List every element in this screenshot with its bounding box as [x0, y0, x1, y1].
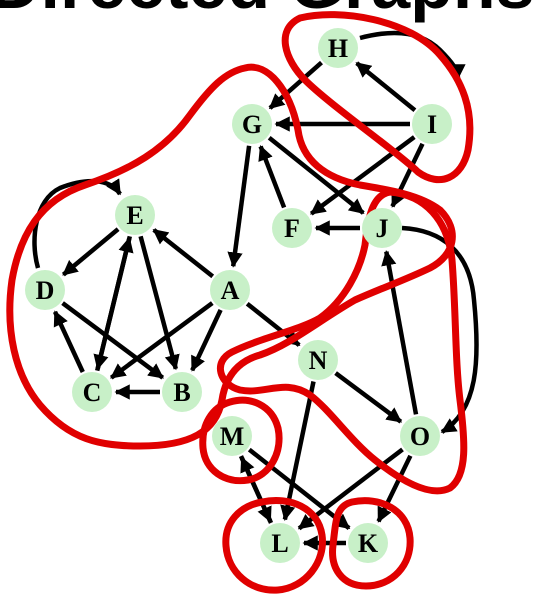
edge-d-to-e: [32, 178, 122, 269]
node-b: B: [162, 372, 202, 412]
node-label-k: K: [358, 529, 379, 558]
title: Directed Graphs: [0, 0, 535, 23]
edge-a-to-c: [109, 301, 214, 380]
node-circle-e: [115, 195, 155, 235]
node-label-n: N: [309, 346, 328, 375]
node-j: J: [362, 208, 402, 248]
edge-j-to-o: [401, 225, 479, 434]
node-circle-j: [362, 208, 402, 248]
component-outline-j-n-o: [217, 188, 468, 495]
node-circle-b: [162, 372, 202, 412]
node-circle-d: [25, 270, 65, 310]
edge-o-to-k: [376, 454, 413, 523]
node-circle-n: [298, 340, 338, 380]
node-h: H: [318, 28, 358, 68]
edge-c-to-e: [95, 236, 134, 372]
edge-layer: [32, 30, 479, 551]
edge-l-to-m: [239, 456, 274, 524]
node-label-h: H: [328, 34, 348, 63]
edge-c-to-d: [52, 310, 85, 373]
edge-g-to-j: [267, 135, 365, 215]
node-circle-f: [272, 208, 312, 248]
node-circle-k: [348, 523, 388, 563]
edge-a-to-e: [152, 228, 215, 279]
edge-m-to-k: [247, 447, 351, 530]
node-label-c: C: [83, 378, 102, 407]
node-m: M: [212, 416, 252, 456]
node-label-e: E: [126, 201, 143, 230]
node-n: N: [298, 340, 338, 380]
node-i: I: [412, 104, 452, 144]
node-label-a: A: [221, 276, 240, 305]
edge-n-to-o: [334, 371, 403, 424]
node-label-b: B: [173, 378, 190, 407]
node-label-i: I: [427, 110, 437, 139]
node-label-l: L: [271, 529, 288, 558]
node-circle-h: [318, 28, 358, 68]
node-o: O: [400, 416, 440, 456]
component-outline-h-i: [281, 11, 474, 184]
component-outline-l: [222, 497, 326, 594]
edge-o-to-j: [381, 250, 419, 415]
edge-h-to-g: [268, 60, 323, 110]
node-label-d: D: [36, 276, 55, 305]
node-circle-l: [260, 523, 300, 563]
node-circle-a: [210, 270, 250, 310]
node-k: K: [348, 523, 388, 563]
component-outline-a-b-c-d-e-f-g: [6, 63, 456, 450]
node-circle-o: [400, 416, 440, 456]
edge-e-to-b: [138, 235, 180, 371]
edge-e-to-d: [61, 227, 120, 277]
edge-i-to-f: [309, 135, 416, 216]
edge-f-to-g: [258, 144, 287, 209]
node-circle-m: [212, 416, 252, 456]
node-circle-i: [412, 104, 452, 144]
node-label-g: G: [242, 110, 262, 139]
node-g: G: [232, 104, 272, 144]
component-outline-k: [329, 497, 414, 590]
edge-n-to-l: [280, 381, 316, 521]
node-d: D: [25, 270, 65, 310]
node-l: L: [260, 523, 300, 563]
node-a: A: [210, 270, 250, 310]
node-layer: H G I E F J D A N C B M O L K: [25, 28, 452, 563]
edge-i-to-h: [355, 61, 417, 112]
edge-g-to-a: [227, 145, 252, 268]
node-circle-g: [232, 104, 272, 144]
node-label-j: J: [376, 214, 389, 243]
node-label-f: F: [284, 214, 300, 243]
node-c: C: [72, 372, 112, 412]
node-label-m: M: [220, 422, 245, 451]
node-circle-c: [72, 372, 112, 412]
edge-a-to-b: [190, 308, 223, 372]
node-f: F: [272, 208, 312, 248]
node-e: E: [115, 195, 155, 235]
component-outlines: [6, 11, 474, 594]
component-outline-m: [199, 396, 283, 485]
edge-d-to-b: [61, 301, 165, 380]
node-label-o: O: [410, 422, 430, 451]
